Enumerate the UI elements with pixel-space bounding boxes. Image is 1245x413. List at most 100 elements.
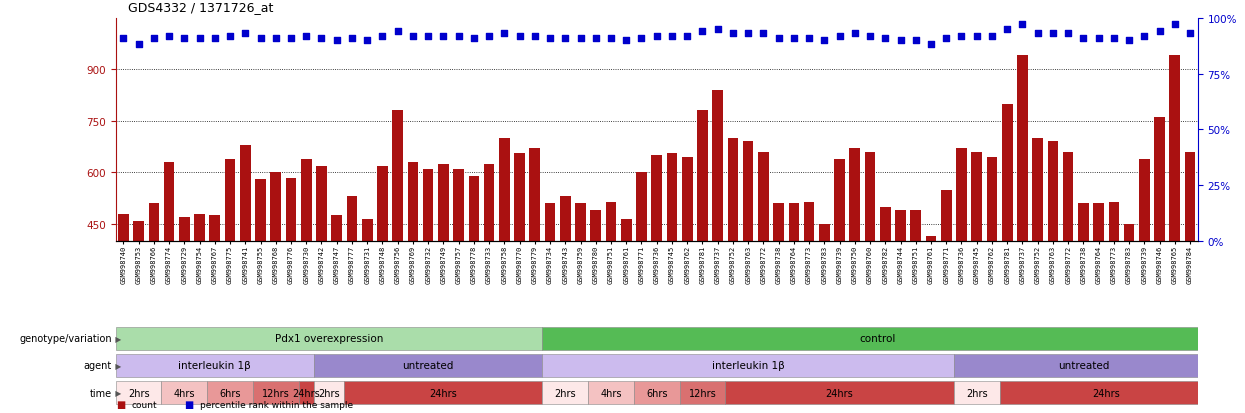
Text: interleukin 1β: interleukin 1β xyxy=(178,361,251,370)
Point xyxy=(311,36,331,42)
Bar xyxy=(560,197,570,379)
Bar xyxy=(819,224,829,379)
Bar xyxy=(209,216,220,379)
Bar xyxy=(971,152,982,379)
Text: ▶: ▶ xyxy=(113,334,122,343)
Bar xyxy=(788,204,799,379)
Bar xyxy=(116,327,543,350)
Bar xyxy=(207,381,253,404)
Text: ▶: ▶ xyxy=(113,388,122,397)
Point xyxy=(281,36,301,42)
Text: untreated: untreated xyxy=(402,361,454,370)
Point xyxy=(616,38,636,44)
Bar xyxy=(1017,56,1028,379)
Point xyxy=(997,26,1017,33)
Text: interleukin 1β: interleukin 1β xyxy=(712,361,784,370)
Bar xyxy=(910,211,921,379)
Bar xyxy=(407,163,418,379)
Bar xyxy=(316,166,327,379)
Bar xyxy=(148,204,159,379)
Point xyxy=(494,31,514,38)
Bar xyxy=(392,111,403,379)
Bar xyxy=(588,381,634,404)
Bar xyxy=(499,139,509,379)
Bar xyxy=(1078,204,1088,379)
Point xyxy=(464,36,484,42)
Bar xyxy=(636,173,647,379)
Bar xyxy=(468,176,479,379)
Bar xyxy=(240,145,250,379)
Bar xyxy=(954,354,1213,377)
Bar xyxy=(438,164,448,379)
Text: ■: ■ xyxy=(184,399,193,409)
Point xyxy=(586,36,606,42)
Bar xyxy=(926,237,936,379)
Text: 24hrs: 24hrs xyxy=(1092,388,1120,398)
Point xyxy=(784,36,804,42)
Bar xyxy=(804,202,814,379)
Bar xyxy=(726,381,954,404)
Bar xyxy=(712,90,723,379)
Bar xyxy=(986,157,997,379)
Text: 2hrs: 2hrs xyxy=(319,388,340,398)
Point xyxy=(1119,38,1139,44)
Bar xyxy=(1185,152,1195,379)
Point xyxy=(479,33,499,40)
Bar xyxy=(1002,104,1012,379)
Bar xyxy=(697,111,708,379)
Point xyxy=(1027,31,1047,38)
Point xyxy=(448,33,468,40)
Point xyxy=(235,31,255,38)
Point xyxy=(1073,36,1093,42)
Point xyxy=(266,36,286,42)
Bar xyxy=(164,163,174,379)
Bar xyxy=(255,180,266,379)
Text: ▶: ▶ xyxy=(113,361,122,370)
Bar xyxy=(575,204,586,379)
Bar xyxy=(179,218,189,379)
Bar xyxy=(1000,381,1213,404)
Bar xyxy=(253,381,299,404)
Point xyxy=(906,38,926,44)
Bar xyxy=(225,159,235,379)
Bar xyxy=(543,327,1213,350)
Point xyxy=(677,33,697,40)
Bar xyxy=(956,149,967,379)
Bar xyxy=(743,142,753,379)
Point xyxy=(1043,31,1063,38)
Point xyxy=(205,36,225,42)
Bar xyxy=(301,159,311,379)
Bar xyxy=(543,381,588,404)
Point xyxy=(570,36,590,42)
Point xyxy=(1088,36,1108,42)
Bar xyxy=(634,381,680,404)
Bar xyxy=(1139,159,1149,379)
Bar xyxy=(727,139,738,379)
Point xyxy=(951,33,971,40)
Text: ■: ■ xyxy=(116,399,124,409)
Bar xyxy=(116,381,162,404)
Bar xyxy=(118,214,128,379)
Text: Pdx1 overexpression: Pdx1 overexpression xyxy=(275,333,383,343)
Bar xyxy=(133,221,144,379)
Point xyxy=(387,28,407,35)
Point xyxy=(738,31,758,38)
Point xyxy=(1134,33,1154,40)
Bar xyxy=(1047,142,1058,379)
Point xyxy=(433,33,453,40)
Point xyxy=(967,33,987,40)
Text: 24hrs: 24hrs xyxy=(825,388,854,398)
Bar xyxy=(1032,139,1043,379)
Bar xyxy=(954,381,1000,404)
Point xyxy=(890,38,910,44)
Bar xyxy=(590,211,601,379)
Point xyxy=(403,33,423,40)
Point xyxy=(1012,22,1032,28)
Point xyxy=(662,33,682,40)
Point xyxy=(845,31,865,38)
Bar xyxy=(1063,152,1073,379)
Text: 6hrs: 6hrs xyxy=(646,388,667,398)
Bar xyxy=(270,173,281,379)
Text: 12hrs: 12hrs xyxy=(261,388,290,398)
Bar xyxy=(758,152,768,379)
